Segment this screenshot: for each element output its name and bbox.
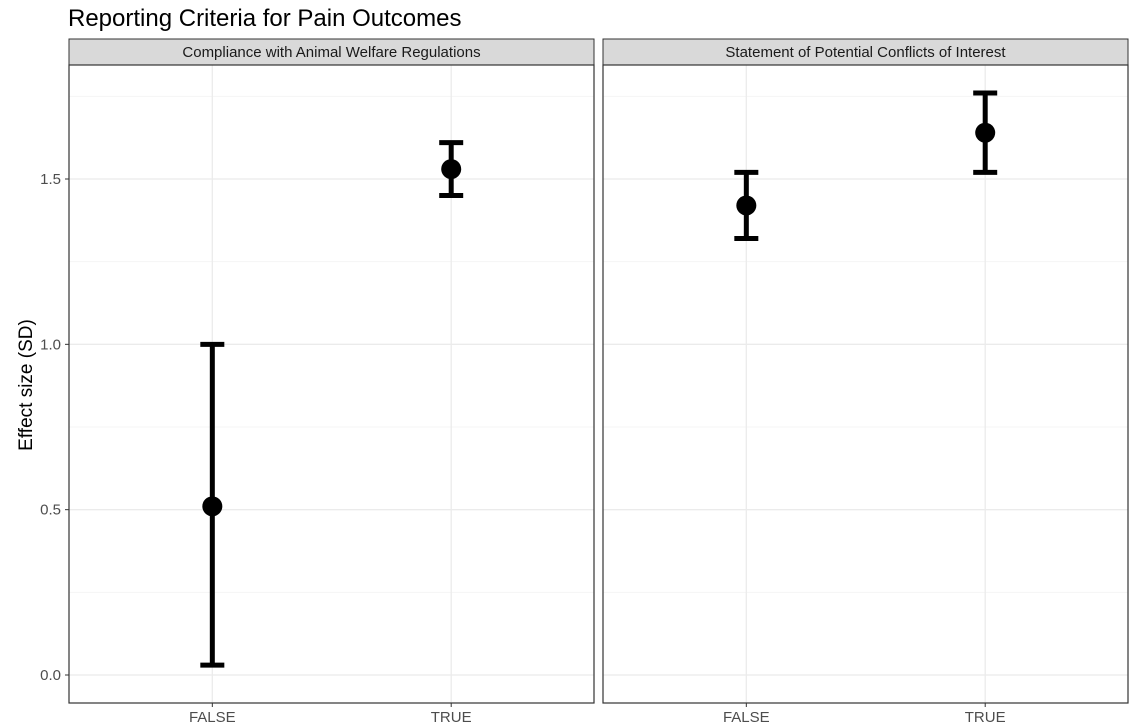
data-point	[202, 496, 223, 517]
panel-border	[68, 64, 595, 704]
x-tick-label: TRUE	[965, 709, 1006, 726]
x-tick-label: FALSE	[723, 709, 770, 726]
x-tick-label: FALSE	[189, 709, 236, 726]
panel-background	[603, 65, 1128, 703]
x-tick-label: TRUE	[431, 709, 472, 726]
y-tick-label: 0.0	[40, 667, 61, 684]
y-tick-label: 1.0	[40, 336, 61, 353]
y-axis: 0.0 0.5 1.0 1.5	[40, 171, 69, 684]
panel-background	[69, 65, 594, 703]
data-point	[441, 159, 462, 180]
data-point	[975, 122, 996, 143]
y-tick-label: 0.5	[40, 502, 61, 519]
panel-border	[602, 64, 1129, 704]
facet-strip	[68, 38, 595, 66]
y-axis-label: Effect size (SD)	[16, 319, 37, 451]
plot-area: Compliance with Animal Welfare Regulatio…	[40, 38, 1129, 726]
facet-strip-label: Compliance with Animal Welfare Regulatio…	[182, 44, 480, 61]
facet-strip-label: Statement of Potential Conflicts of Inte…	[725, 44, 1006, 61]
chart-title: Reporting Criteria for Pain Outcomes	[68, 5, 462, 32]
data-point	[736, 195, 757, 216]
panel-2: Statement of Potential Conflicts of Inte…	[602, 38, 1129, 726]
panel-1: Compliance with Animal Welfare Regulatio…	[68, 38, 595, 726]
y-tick-label: 1.5	[40, 171, 61, 188]
